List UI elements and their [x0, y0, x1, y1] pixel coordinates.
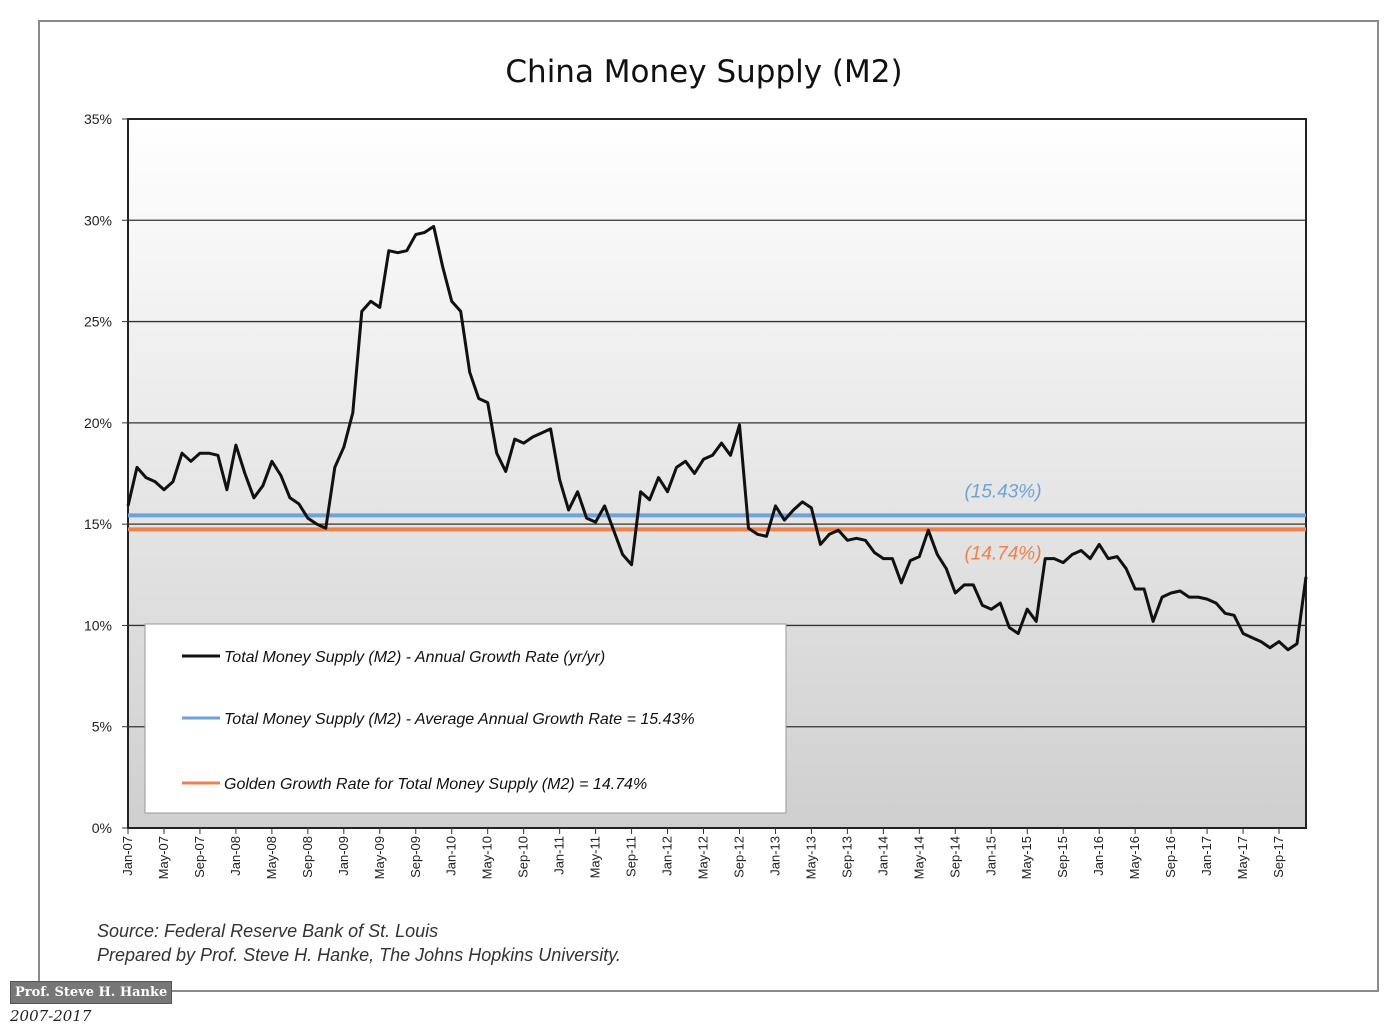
x-tick-label: May-12 — [696, 836, 711, 879]
m2-growth-series-line — [126, 224, 1308, 652]
prepared-by-note: Prepared by Prof. Steve H. Hanke, The Jo… — [97, 945, 621, 965]
y-tick-label: 25% — [84, 314, 112, 330]
reference-lines: (15.43%) (14.74%) — [128, 481, 1306, 564]
x-tick-label: May-10 — [480, 836, 495, 879]
legend-label: Total Money Supply (M2) - Average Annual… — [224, 711, 695, 728]
x-tick-label: May-14 — [911, 836, 926, 879]
y-tick-label: 30% — [84, 212, 112, 228]
date-range-caption: 2007-2017 — [10, 1007, 92, 1025]
y-tick-label: 15% — [84, 516, 112, 532]
y-tick-label: 10% — [84, 617, 112, 633]
y-tick-label: 0% — [92, 820, 112, 836]
x-tick-label: Jan-11 — [552, 836, 567, 875]
x-tick-label: Jan-17 — [1199, 836, 1214, 876]
x-tick-label: Jan-14 — [875, 836, 890, 876]
series-layer — [126, 224, 1308, 652]
x-tick-label: May-08 — [264, 836, 279, 879]
y-tick-label: 20% — [84, 415, 112, 431]
x-tick-label: May-07 — [156, 836, 171, 879]
x-tick-label: Jan-12 — [660, 836, 675, 876]
x-tick-label: Jan-16 — [1091, 836, 1106, 876]
x-tick-label: May-15 — [1019, 836, 1034, 879]
x-tick-label: Sep-15 — [1055, 836, 1070, 878]
x-tick-label: Sep-07 — [192, 836, 207, 878]
x-tick-label: Sep-14 — [947, 836, 962, 878]
y-tick-label: 35% — [84, 111, 112, 127]
source-note: Source: Federal Reserve Bank of St. Loui… — [97, 921, 438, 941]
x-tick-label: Jan-07 — [120, 836, 135, 876]
author-watermark: Prof. Steve H. Hanke — [10, 981, 173, 1004]
x-tick-label: Jan-10 — [444, 836, 459, 876]
x-tick-label: Jan-15 — [983, 836, 998, 876]
y-axis-ticks: 0% 5% 10% 15% 20% 25% 30% 35% — [84, 111, 128, 836]
y-tick-label: 5% — [92, 719, 112, 735]
x-tick-label: Jan-09 — [336, 836, 351, 876]
x-tick-label: Sep-09 — [408, 836, 423, 878]
x-tick-label: Jan-08 — [228, 836, 243, 876]
legend: Total Money Supply (M2) - Annual Growth … — [144, 623, 787, 814]
x-tick-label: May-17 — [1235, 836, 1250, 879]
legend-label: Total Money Supply (M2) - Annual Growth … — [224, 649, 605, 666]
x-tick-label: Sep-12 — [731, 836, 746, 878]
x-axis-ticks: Jan-07 May-07 Sep-07 Jan-08 May-08 Sep-08 Jan-… — [120, 828, 1286, 879]
x-tick-label: Sep-11 — [624, 836, 639, 877]
x-tick-label: Sep-16 — [1163, 836, 1178, 878]
x-tick-label: Sep-17 — [1271, 836, 1286, 878]
average-growth-label: (15.43%) — [964, 481, 1041, 502]
x-tick-label: Sep-10 — [516, 836, 531, 878]
x-tick-label: Jan-13 — [767, 836, 782, 876]
golden-growth-label: (14.74%) — [964, 543, 1041, 564]
x-tick-label: Sep-13 — [839, 836, 854, 878]
chart-title: China Money Supply (M2) — [505, 54, 902, 90]
x-tick-label: Sep-08 — [300, 836, 315, 878]
x-tick-label: May-09 — [372, 836, 387, 879]
x-tick-label: May-16 — [1127, 836, 1142, 879]
x-tick-label: May-11 — [588, 836, 603, 878]
legend-box — [144, 623, 787, 814]
x-tick-label: May-13 — [803, 836, 818, 879]
legend-label: Golden Growth Rate for Total Money Suppl… — [224, 776, 647, 793]
